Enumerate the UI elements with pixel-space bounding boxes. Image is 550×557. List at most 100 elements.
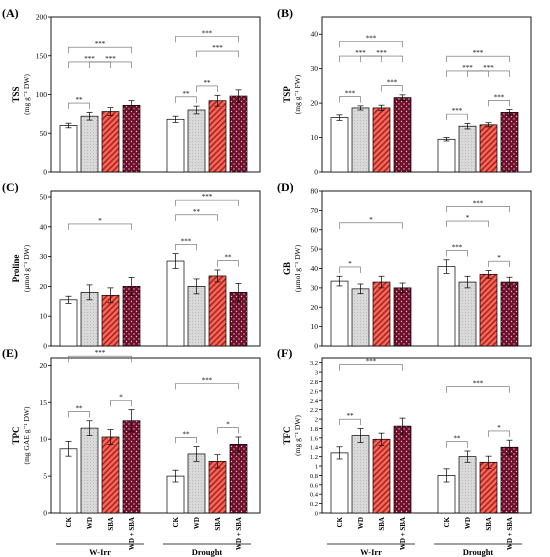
significance-label: *** <box>212 44 223 52</box>
significance-label: *** <box>345 90 356 98</box>
category-text: SBA <box>214 517 222 531</box>
y-tick-label: 200 <box>36 13 48 22</box>
y-tick-label: 40 <box>311 30 319 39</box>
significance-bracket <box>217 427 239 434</box>
bar <box>229 95 248 173</box>
bar <box>208 100 227 173</box>
significance-label: *** <box>473 49 484 57</box>
significance-bracket <box>175 214 218 221</box>
bar <box>437 138 456 173</box>
significance-label: *** <box>452 107 463 115</box>
y-tick-label: 3 <box>315 370 318 377</box>
y-axis-unit: (µmol g⁻¹ DW) <box>22 244 31 292</box>
category-label: SBA <box>107 517 115 531</box>
bar <box>393 97 412 173</box>
significance-bracket <box>110 400 132 407</box>
category-text: SBA <box>485 517 493 531</box>
significance-bracket <box>446 113 468 121</box>
category-label: CK <box>336 516 344 527</box>
significance-bracket <box>68 355 132 363</box>
significance-label: * <box>497 254 501 262</box>
category-text: CK <box>336 516 344 527</box>
panel-label: (E) <box>2 346 18 360</box>
bar <box>393 425 412 514</box>
bar <box>208 275 227 347</box>
category-text: WD + SBA <box>506 517 514 550</box>
y-tick-label: 2.2 <box>310 407 318 414</box>
bar <box>351 435 370 514</box>
significance-bracket <box>175 96 197 103</box>
significance-bracket <box>68 223 132 230</box>
bar <box>479 461 498 514</box>
category-label: WD + SBA <box>235 517 243 550</box>
significance-label: *** <box>84 55 95 63</box>
significance-label: *** <box>202 29 213 37</box>
category-label: WD <box>86 517 94 529</box>
y-tick-label: 10 <box>40 435 48 444</box>
category-label: CK <box>443 516 451 527</box>
significance-bracket <box>175 436 197 444</box>
bar <box>479 124 498 173</box>
significance-label: ** <box>193 208 201 216</box>
significance-bracket <box>488 100 510 107</box>
category-text: WD <box>193 517 201 529</box>
bar <box>80 115 99 173</box>
y-tick-label: 60 <box>311 225 319 234</box>
significance-bracket <box>488 430 510 437</box>
significance-bracket <box>339 222 403 229</box>
category-text: WD + SBA <box>128 517 136 550</box>
y-tick-label: 10 <box>311 133 319 142</box>
y-axis-label: TFC (mg g⁻¹ DW) <box>282 415 302 456</box>
significance-bracket <box>446 220 489 228</box>
significance-label: * <box>466 214 470 222</box>
y-tick-label: 50 <box>311 245 319 254</box>
bar <box>393 287 412 347</box>
significance-label: *** <box>462 64 473 72</box>
y-tick-label: 20 <box>40 361 48 370</box>
bar <box>166 260 185 347</box>
category-text: SBA <box>107 517 115 531</box>
significance-bracket <box>381 85 403 92</box>
significance-label: * <box>369 216 373 224</box>
significance-label: *** <box>366 358 377 366</box>
bar <box>166 118 185 173</box>
y-tick-label: 0 <box>43 509 47 518</box>
y-axis-title: TFC <box>282 427 292 445</box>
bar <box>101 436 120 514</box>
significance-label: * <box>119 393 123 401</box>
significance-bracket <box>446 206 510 213</box>
category-text: WD <box>86 517 94 529</box>
significance-label: *** <box>483 64 494 72</box>
y-axis-unit: (mg g⁻¹ FW) <box>293 74 302 114</box>
significance-bracket <box>339 41 403 48</box>
plot-frame <box>50 357 261 514</box>
y-tick-label: 5 <box>43 472 47 481</box>
significance-bracket <box>446 250 468 257</box>
y-tick-label: 1 <box>315 464 318 471</box>
y-axis-unit: (mg GAE g⁻¹ DW) <box>22 406 31 465</box>
y-tick-label: 0.4 <box>310 492 319 499</box>
significance-bracket <box>446 55 510 63</box>
significance-label: ** <box>225 254 233 262</box>
y-axis-unit: (mg g⁻¹ DW) <box>293 415 302 456</box>
group-label: W-Irr <box>360 547 382 557</box>
significance-label: *** <box>376 49 387 57</box>
significance-bracket <box>488 260 510 268</box>
bar <box>187 109 206 173</box>
y-tick-label: 1.8 <box>310 426 318 433</box>
y-tick-label: 1.2 <box>310 454 318 461</box>
significance-bracket <box>68 46 132 54</box>
bar <box>351 107 370 173</box>
y-tick-label: 30 <box>311 64 319 73</box>
category-label: CK <box>65 516 73 527</box>
y-tick-label: 0 <box>314 168 318 177</box>
bar <box>458 125 477 173</box>
category-text: CK <box>443 516 451 527</box>
group-label: W-Irr <box>89 547 111 557</box>
significance-bracket <box>339 364 403 371</box>
significance-label: *** <box>105 55 116 63</box>
plot-frame <box>321 16 532 173</box>
y-axis-title: GB <box>282 262 292 275</box>
significance-bracket <box>175 36 239 43</box>
